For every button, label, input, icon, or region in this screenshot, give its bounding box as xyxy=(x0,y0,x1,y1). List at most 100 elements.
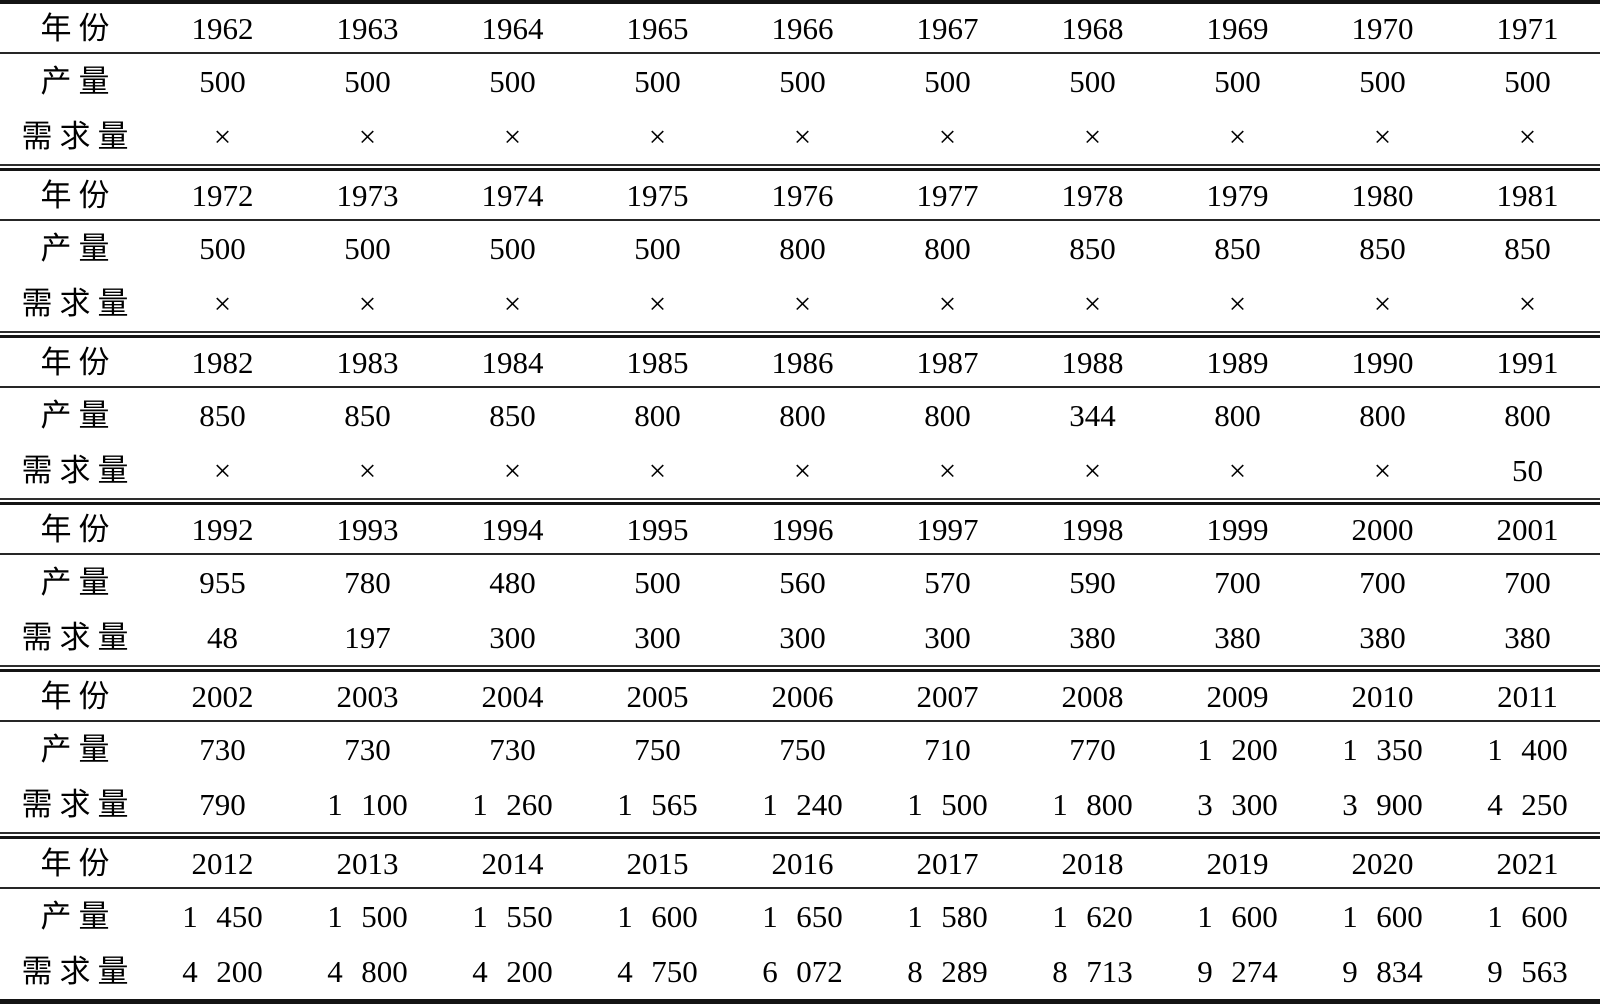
table-cell: 4 200 xyxy=(182,954,263,989)
table-cell: 1982 xyxy=(191,344,254,380)
table-cell: 700 xyxy=(1214,565,1261,600)
table-cell: 1979 xyxy=(1206,177,1269,213)
table-cell: 800 xyxy=(1504,398,1551,433)
table-cell: 570 xyxy=(924,565,971,600)
table-cell: × xyxy=(938,286,957,321)
table-cell: 344 xyxy=(1069,398,1116,433)
table-cell: 800 xyxy=(1359,398,1406,433)
table-cell: 750 xyxy=(634,732,681,767)
table-cell: 1995 xyxy=(626,511,689,547)
table-cell: 2018 xyxy=(1061,845,1124,881)
year-row-label-text: 年份 xyxy=(40,845,117,881)
table-cell: 850 xyxy=(1069,231,1116,266)
production-row-label-text: 产量 xyxy=(40,565,117,600)
table-cell: 850 xyxy=(1214,231,1261,266)
table-cell: 1 550 xyxy=(472,899,553,934)
table-cell: × xyxy=(793,286,812,321)
demand-row: 需求量 4 200 4 800 4 200 4 750 6 072 8 289 8 713 9 … xyxy=(0,944,1600,999)
table-cell: 1986 xyxy=(771,344,834,380)
block-separator-rule xyxy=(0,331,1600,338)
year-row-label-text: 年份 xyxy=(40,511,117,547)
table-cell: × xyxy=(503,453,522,488)
demand-row-label-text: 需求量 xyxy=(21,119,136,154)
year-row-label-text: 年份 xyxy=(40,177,117,213)
year-row: 年份 1972 1973 1974 1975 1976 1977 1978 1979 1980 19… xyxy=(0,171,1600,221)
table-cell: 1963 xyxy=(336,10,399,46)
table-cell: 6 072 xyxy=(762,954,843,989)
table-cell: 1980 xyxy=(1351,177,1414,213)
table-cell: 380 xyxy=(1214,620,1261,655)
production-row: 产量 500 500 500 500 800 800 850 850 850 850 xyxy=(0,221,1600,276)
table-cell: 1 400 xyxy=(1487,732,1568,767)
table-cell: 1975 xyxy=(626,177,689,213)
table-cell: 790 xyxy=(199,787,246,822)
table-cell: 1 580 xyxy=(907,899,988,934)
production-row-label-text: 产量 xyxy=(40,732,117,767)
table-cell: 1 350 xyxy=(1342,732,1423,767)
table-cell: 500 xyxy=(1504,64,1551,99)
table-cell: 700 xyxy=(1504,565,1551,600)
table-cell: 1981 xyxy=(1496,177,1559,213)
table-cell: 1 260 xyxy=(472,787,553,822)
table-cell: 850 xyxy=(1359,231,1406,266)
table-cell: 1971 xyxy=(1496,10,1559,46)
year-row: 年份 2002 2003 2004 2005 2006 2007 2008 2009 2010 20… xyxy=(0,672,1600,722)
year-row-label: 年份 xyxy=(0,514,150,545)
table-cell: 780 xyxy=(344,565,391,600)
table-cell: × xyxy=(648,119,667,154)
table-cell: 4 800 xyxy=(327,954,408,989)
table-cell: 500 xyxy=(1359,64,1406,99)
table-cell: 1984 xyxy=(481,344,544,380)
year-row-label: 年份 xyxy=(0,681,150,712)
table-cell: 1968 xyxy=(1061,10,1124,46)
demand-row-label: 需求量 xyxy=(0,789,150,820)
table-cell: 4 250 xyxy=(1487,787,1568,822)
table-cell: 850 xyxy=(1504,231,1551,266)
table-cell: 9 563 xyxy=(1487,954,1568,989)
demand-row-label-text: 需求量 xyxy=(21,286,136,321)
table-cell: 300 xyxy=(924,620,971,655)
table-cell: 800 xyxy=(634,398,681,433)
table-cell: 750 xyxy=(779,732,826,767)
table-cell: 500 xyxy=(199,231,246,266)
table-cell: 500 xyxy=(634,565,681,600)
table-cell: 2007 xyxy=(916,678,979,714)
table-cell: × xyxy=(1083,453,1102,488)
table-cell: 700 xyxy=(1359,565,1406,600)
block-separator-rule xyxy=(0,832,1600,839)
table-cell: 197 xyxy=(344,620,391,655)
table-cell: × xyxy=(1083,286,1102,321)
demand-row-label-text: 需求量 xyxy=(21,620,136,655)
table-cell: 1 600 xyxy=(1342,899,1423,934)
table-cell: 500 xyxy=(634,231,681,266)
table-cell: × xyxy=(358,453,377,488)
demand-row: 需求量 48 197 300 300 300 300 380 380 380 380 xyxy=(0,610,1600,665)
production-row-label: 产量 xyxy=(0,66,150,97)
table-cell: 2020 xyxy=(1351,845,1414,881)
table-cell: 2015 xyxy=(626,845,689,881)
demand-row-label-text: 需求量 xyxy=(21,787,136,822)
table-cell: × xyxy=(503,119,522,154)
table-cell: 1977 xyxy=(916,177,979,213)
table-cell: × xyxy=(648,286,667,321)
table-cell: 710 xyxy=(924,732,971,767)
year-row-label-text: 年份 xyxy=(40,678,117,714)
table-cell: 1994 xyxy=(481,511,544,547)
block-separator-rule xyxy=(0,498,1600,505)
table-cell: 770 xyxy=(1069,732,1116,767)
table-cell: 9 834 xyxy=(1342,954,1423,989)
table-cell: × xyxy=(213,119,232,154)
demand-row-label: 需求量 xyxy=(0,622,150,653)
table-cell: × xyxy=(1373,286,1392,321)
table-cell: 300 xyxy=(489,620,536,655)
block-separator-rule xyxy=(0,164,1600,171)
table-cell: 500 xyxy=(489,231,536,266)
production-row: 产量 955 780 480 500 560 570 590 700 700 700 xyxy=(0,555,1600,610)
table-cell: 2004 xyxy=(481,678,544,714)
table-cell: 48 xyxy=(207,620,238,655)
table-cell: 1998 xyxy=(1061,511,1124,547)
table-cell: 2011 xyxy=(1497,678,1558,714)
demand-row: 需求量 790 1 100 1 260 1 565 1 240 1 500 1 800 3 30… xyxy=(0,777,1600,832)
table-cell: × xyxy=(503,286,522,321)
